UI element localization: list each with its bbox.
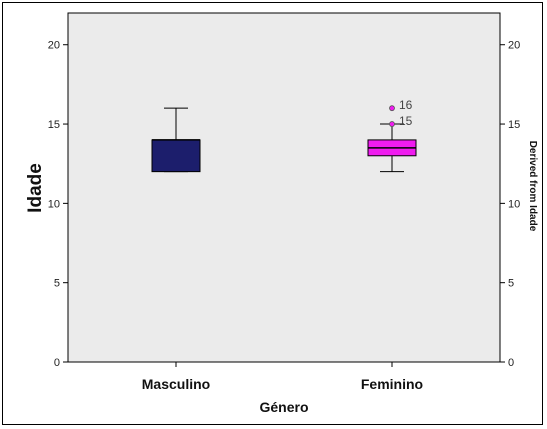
left-tick-label: 5 bbox=[54, 278, 60, 290]
category-labels: Masculino Feminino bbox=[142, 362, 423, 392]
left-tick-label: 0 bbox=[54, 357, 60, 369]
left-y-axis: 0 5 10 15 20 bbox=[48, 40, 68, 369]
right-y-axis-title: Derived from Idade bbox=[527, 141, 538, 232]
x-axis-title: Género bbox=[259, 399, 308, 415]
plot-area bbox=[67, 12, 501, 363]
left-tick-label: 15 bbox=[48, 119, 60, 131]
outlier-label: 15 bbox=[399, 114, 413, 128]
right-y-axis: 0 5 10 15 20 bbox=[500, 40, 520, 369]
box-masculino bbox=[151, 107, 201, 173]
right-tick-label: 15 bbox=[508, 119, 520, 131]
right-tick-label: 20 bbox=[508, 40, 520, 52]
category-label: Feminino bbox=[361, 376, 423, 392]
outlier-point bbox=[389, 105, 395, 112]
outlier-label: 16 bbox=[399, 98, 413, 112]
y-axis-title: Idade bbox=[25, 163, 46, 213]
category-label: Masculino bbox=[142, 376, 210, 392]
box-body bbox=[151, 139, 201, 173]
left-tick-label: 10 bbox=[48, 198, 60, 210]
outlier-point bbox=[389, 121, 395, 127]
right-tick-label: 5 bbox=[508, 278, 514, 290]
left-tick-label: 20 bbox=[48, 40, 60, 52]
right-tick-label: 0 bbox=[508, 357, 514, 369]
right-tick-label: 10 bbox=[508, 198, 520, 210]
chart-frame: 0 5 10 15 20 0 5 10 15 20 16 15 Masculino Feminino… bbox=[2, 2, 543, 425]
